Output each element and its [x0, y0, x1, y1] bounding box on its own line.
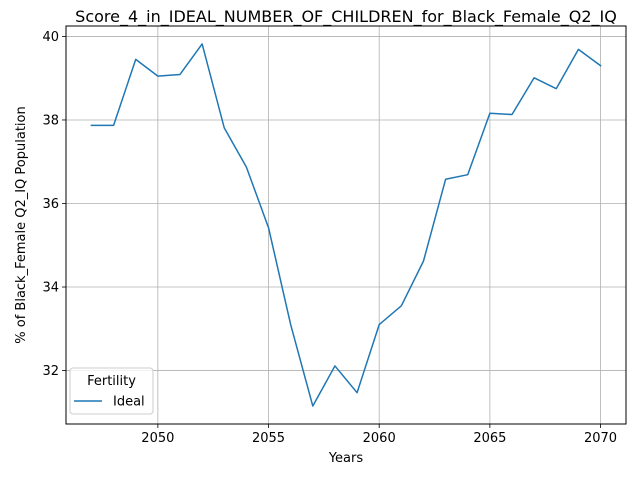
- x-axis-ticks: 2050 2055 2060 2065 2070: [141, 424, 617, 446]
- y-tick-label: 40: [42, 30, 59, 45]
- y-axis-ticks: 32 34 36 38 40: [42, 30, 66, 379]
- chart-title: Score_4_in_IDEAL_NUMBER_OF_CHILDREN_for_…: [75, 7, 617, 27]
- x-axis-title: Years: [328, 451, 364, 466]
- series-layer: [90, 43, 602, 407]
- legend-label-ideal: Ideal: [113, 395, 145, 410]
- gridlines: [66, 26, 626, 424]
- series-line-ideal: [90, 43, 602, 407]
- plot-frame: [65, 25, 627, 425]
- y-tick-label: 36: [42, 197, 59, 212]
- y-tick-label: 32: [42, 364, 59, 379]
- y-tick-label: 34: [42, 281, 59, 296]
- legend: Fertility Ideal: [69, 367, 154, 415]
- legend-title: Fertility: [87, 374, 136, 389]
- y-axis-title: % of Black_Female Q2_IQ Population: [14, 106, 29, 343]
- x-tick-label: 2065: [473, 431, 506, 446]
- y-tick-label: 38: [42, 113, 59, 128]
- x-tick-label: 2050: [141, 431, 174, 446]
- x-tick-label: 2055: [252, 431, 285, 446]
- x-tick-label: 2070: [584, 431, 617, 446]
- legend-box: [69, 367, 154, 415]
- x-tick-label: 2060: [363, 431, 396, 446]
